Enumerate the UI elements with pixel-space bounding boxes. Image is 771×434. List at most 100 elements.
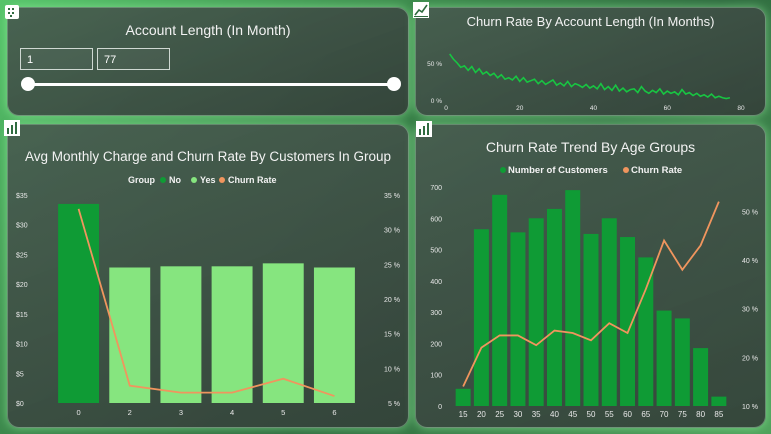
y2-tick-label: 50 % <box>742 209 758 216</box>
y2-tick-label: 15 % <box>384 332 400 339</box>
x-tick-label: 4 <box>230 408 234 417</box>
bar <box>492 194 508 406</box>
legend-marker <box>191 177 197 183</box>
left-chart-title: Avg Monthly Charge and Churn Rate By Cus… <box>25 149 391 164</box>
x-tick-label: 60 <box>623 410 632 419</box>
slider-max-handle[interactable] <box>387 77 401 91</box>
x-tick-label: 15 <box>459 410 468 419</box>
y2-tick-label: 30 % <box>742 307 758 314</box>
churn-by-age-chart: Number of Customers Churn Rate 0 100 200 300 4… <box>430 165 758 419</box>
bar <box>58 203 100 403</box>
y-tick-label: $20 <box>16 282 28 289</box>
churn-rate-line <box>462 201 720 387</box>
right-chart-title: Churn Rate Trend By Age Groups <box>485 139 696 155</box>
legend-label: Yes <box>200 175 216 185</box>
y-tick-label: 700 <box>430 185 442 192</box>
avg-monthly-charge-card: Avg Monthly Charge and Churn Rate By Cus… <box>7 124 409 428</box>
x-tick-label: 20 <box>477 410 486 419</box>
x-tick-label: 0 <box>444 105 448 112</box>
y2-tick-label: 10 % <box>742 404 758 411</box>
churn-by-age-card: Churn Rate Trend By Age Groups Number of… <box>415 124 766 428</box>
legend-label: Churn Rate <box>631 165 682 176</box>
legend-label: Churn Rate <box>228 175 277 185</box>
x-tick-label: 0 <box>76 408 80 417</box>
y-tick-label: 0 <box>438 404 442 411</box>
y-tick-label: $10 <box>16 342 28 349</box>
churn-by-account-length-card: Churn Rate By Account Length (In Months)… <box>415 7 766 116</box>
slicer-title: Account Length (In Month) <box>125 22 291 38</box>
legend-marker <box>219 177 225 183</box>
x-tick-label: 60 <box>664 105 672 112</box>
x-tick-label: 3 <box>179 408 183 417</box>
max-value-input[interactable]: 77 <box>97 48 170 70</box>
bar-chart-icon <box>416 121 432 137</box>
x-tick-label: 85 <box>714 410 723 419</box>
x-tick-label: 20 <box>516 105 524 112</box>
bar <box>546 208 562 406</box>
x-tick-label: 45 <box>568 410 577 419</box>
y-tick-label: 600 <box>430 216 442 223</box>
y-tick-label: 200 <box>430 341 442 348</box>
bar <box>109 267 151 403</box>
bar <box>160 266 202 403</box>
y-tick-label: 0 % <box>431 98 442 105</box>
x-tick-label: 25 <box>495 410 504 419</box>
y-tick-label: $35 <box>16 193 28 200</box>
y-tick-label: $30 <box>16 223 28 230</box>
y2-tick-label: 5 % <box>388 401 400 408</box>
y-tick-label: 50 % <box>427 61 442 68</box>
y-tick-label: 300 <box>430 310 442 317</box>
x-tick-label: 2 <box>128 408 132 417</box>
y-tick-label: $0 <box>16 401 24 408</box>
y-tick-label: $15 <box>16 312 28 319</box>
bar <box>455 388 471 406</box>
x-tick-label: 30 <box>513 410 522 419</box>
x-tick-label: 80 <box>737 105 745 112</box>
avg-monthly-charge-chart: Group No Yes Churn Rate $0 $5 $10 $15 $20 $25 $30 $… <box>16 175 400 417</box>
bar <box>565 190 581 406</box>
x-tick-label: 55 <box>605 410 614 419</box>
legend-title: Group <box>128 175 155 185</box>
y2-tick-label: 25 % <box>384 262 400 269</box>
slider-min-handle[interactable] <box>21 77 35 91</box>
x-tick-label: 6 <box>332 408 336 417</box>
legend-marker <box>160 177 166 183</box>
account-length-slicer: Account Length (In Month) 1 77 <box>7 7 409 116</box>
bar <box>711 396 727 406</box>
bar <box>674 318 690 406</box>
y2-tick-label: 20 % <box>384 297 400 304</box>
bar <box>638 257 654 406</box>
y-tick-label: 500 <box>430 248 442 255</box>
y-tick-label: $5 <box>16 371 24 378</box>
y2-tick-label: 40 % <box>742 258 758 265</box>
slider-track[interactable] <box>28 83 394 86</box>
legend-marker <box>500 167 506 173</box>
small-chart-title: Churn Rate By Account Length (In Months) <box>466 14 715 29</box>
x-tick-label: 75 <box>678 410 687 419</box>
bar <box>510 232 526 406</box>
legend-label: Number of Customers <box>508 165 608 176</box>
bar <box>211 266 253 403</box>
bar <box>528 218 544 406</box>
y-tick-label: $25 <box>16 252 28 259</box>
x-tick-label: 5 <box>281 408 285 417</box>
y2-tick-label: 35 % <box>384 193 400 200</box>
bar <box>473 229 489 406</box>
bar <box>262 263 304 403</box>
y2-tick-label: 20 % <box>742 355 758 362</box>
bar <box>601 218 617 406</box>
filter-icon[interactable] <box>3 3 21 21</box>
y2-tick-label: 10 % <box>384 366 400 373</box>
bar <box>583 233 599 406</box>
min-value-input[interactable]: 1 <box>20 48 93 70</box>
bar <box>656 310 672 406</box>
x-tick-label: 40 <box>590 105 598 112</box>
churn-rate-line <box>77 208 335 397</box>
line-chart-icon <box>413 2 429 18</box>
x-tick-label: 70 <box>660 410 669 419</box>
x-tick-label: 50 <box>587 410 596 419</box>
y-tick-label: 400 <box>430 279 442 286</box>
churn-by-account-length-chart: 0 % 50 % 0 20 40 60 80 <box>427 53 745 112</box>
bar-chart-icon <box>4 120 20 136</box>
x-tick-label: 35 <box>532 410 541 419</box>
